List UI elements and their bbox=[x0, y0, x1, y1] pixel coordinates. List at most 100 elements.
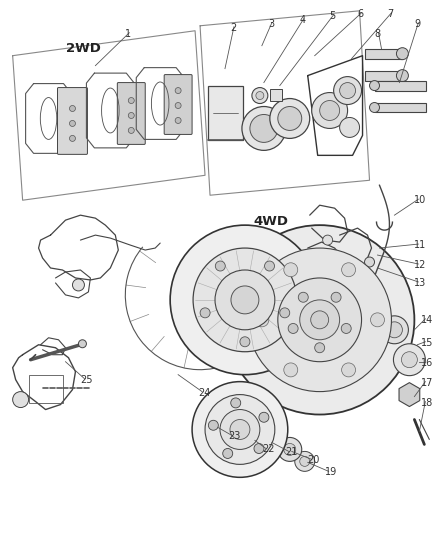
Text: 7: 7 bbox=[388, 9, 394, 19]
Circle shape bbox=[192, 382, 288, 478]
Circle shape bbox=[70, 106, 75, 111]
Bar bbox=[208, 86, 243, 140]
Circle shape bbox=[314, 343, 325, 353]
Polygon shape bbox=[399, 383, 420, 407]
Bar bbox=[374, 102, 426, 112]
Circle shape bbox=[320, 101, 339, 120]
Circle shape bbox=[334, 77, 361, 104]
Circle shape bbox=[342, 263, 356, 277]
Text: 14: 14 bbox=[421, 315, 434, 325]
Text: 5: 5 bbox=[330, 11, 336, 21]
Text: 25: 25 bbox=[81, 375, 93, 385]
Circle shape bbox=[214, 418, 226, 431]
Text: 4WD: 4WD bbox=[254, 215, 289, 228]
Circle shape bbox=[256, 92, 264, 100]
Circle shape bbox=[284, 363, 298, 377]
Circle shape bbox=[254, 443, 264, 454]
Text: 12: 12 bbox=[414, 260, 427, 270]
Text: 17: 17 bbox=[421, 378, 434, 387]
FancyBboxPatch shape bbox=[57, 87, 88, 155]
Circle shape bbox=[255, 313, 269, 327]
Text: 9: 9 bbox=[414, 19, 420, 29]
Circle shape bbox=[208, 421, 218, 430]
Circle shape bbox=[288, 324, 298, 334]
Bar bbox=[28, 375, 64, 402]
Circle shape bbox=[259, 413, 269, 422]
Circle shape bbox=[278, 438, 302, 462]
Circle shape bbox=[70, 120, 75, 126]
Circle shape bbox=[223, 448, 233, 458]
Text: 11: 11 bbox=[414, 240, 427, 250]
Circle shape bbox=[175, 87, 181, 94]
Bar bbox=[364, 71, 403, 80]
Text: 10: 10 bbox=[414, 195, 427, 205]
Circle shape bbox=[263, 434, 277, 448]
Text: 2: 2 bbox=[230, 23, 236, 33]
Circle shape bbox=[396, 70, 408, 82]
Text: 19: 19 bbox=[325, 467, 337, 478]
Text: 2WD: 2WD bbox=[66, 42, 101, 55]
Circle shape bbox=[175, 117, 181, 124]
Circle shape bbox=[250, 115, 278, 142]
Text: 4: 4 bbox=[300, 15, 306, 25]
Circle shape bbox=[230, 419, 250, 439]
Circle shape bbox=[78, 340, 86, 348]
Circle shape bbox=[331, 292, 341, 302]
Circle shape bbox=[339, 117, 360, 138]
Circle shape bbox=[295, 451, 314, 471]
Bar bbox=[364, 49, 403, 59]
Circle shape bbox=[280, 308, 290, 318]
Text: 13: 13 bbox=[414, 278, 427, 288]
Circle shape bbox=[215, 261, 225, 271]
Circle shape bbox=[175, 102, 181, 109]
Circle shape bbox=[311, 311, 328, 329]
Circle shape bbox=[300, 300, 339, 340]
Circle shape bbox=[265, 261, 275, 271]
Circle shape bbox=[242, 107, 286, 150]
Circle shape bbox=[128, 98, 134, 103]
Circle shape bbox=[278, 107, 302, 131]
Text: 23: 23 bbox=[228, 432, 240, 441]
Circle shape bbox=[401, 352, 417, 368]
Circle shape bbox=[72, 279, 85, 291]
Circle shape bbox=[200, 308, 210, 318]
Text: 8: 8 bbox=[374, 29, 381, 39]
Circle shape bbox=[248, 248, 392, 392]
Circle shape bbox=[298, 292, 308, 302]
Circle shape bbox=[342, 363, 356, 377]
Circle shape bbox=[284, 263, 298, 277]
Text: 22: 22 bbox=[262, 445, 274, 455]
Circle shape bbox=[381, 316, 408, 344]
Circle shape bbox=[341, 324, 351, 334]
Circle shape bbox=[323, 235, 332, 245]
Circle shape bbox=[231, 398, 241, 408]
Circle shape bbox=[364, 257, 374, 267]
Text: 20: 20 bbox=[308, 455, 320, 465]
Circle shape bbox=[193, 248, 297, 352]
Circle shape bbox=[252, 87, 268, 103]
Text: 3: 3 bbox=[268, 19, 274, 29]
Circle shape bbox=[225, 225, 414, 415]
Text: 18: 18 bbox=[421, 398, 434, 408]
Circle shape bbox=[300, 456, 310, 466]
Circle shape bbox=[205, 394, 275, 464]
Circle shape bbox=[220, 409, 260, 449]
Circle shape bbox=[270, 99, 310, 139]
Text: 1: 1 bbox=[125, 29, 131, 39]
Circle shape bbox=[13, 392, 28, 408]
Text: 6: 6 bbox=[357, 9, 364, 19]
Circle shape bbox=[393, 344, 425, 376]
Circle shape bbox=[128, 127, 134, 133]
Circle shape bbox=[170, 225, 320, 375]
Circle shape bbox=[403, 389, 415, 401]
Text: 16: 16 bbox=[421, 358, 434, 368]
Circle shape bbox=[231, 286, 259, 314]
Circle shape bbox=[317, 252, 332, 268]
Text: 24: 24 bbox=[198, 387, 210, 398]
Circle shape bbox=[370, 102, 379, 112]
Circle shape bbox=[386, 322, 403, 338]
Circle shape bbox=[339, 83, 356, 99]
Bar bbox=[374, 80, 426, 91]
Text: 15: 15 bbox=[421, 338, 434, 348]
Circle shape bbox=[128, 112, 134, 118]
